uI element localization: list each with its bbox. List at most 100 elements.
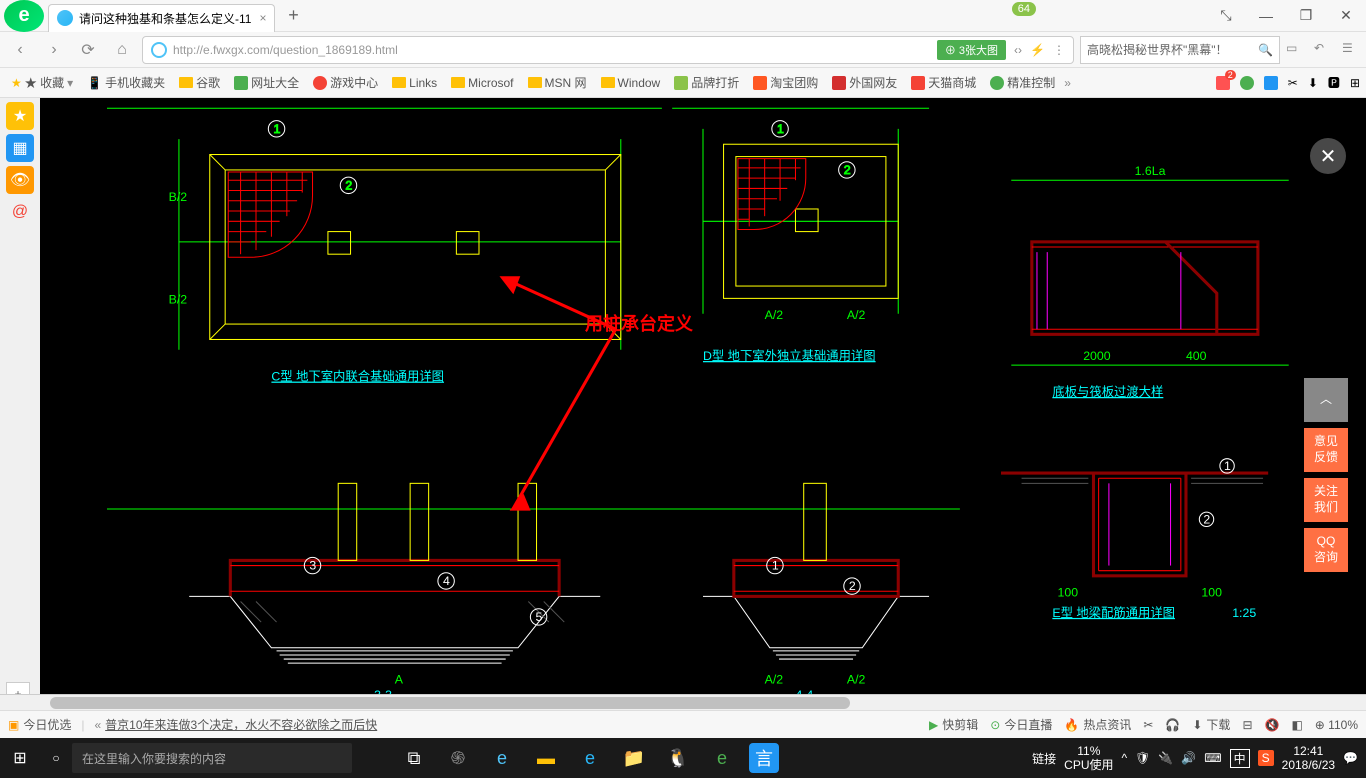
- app-swirl-icon[interactable]: ֍: [436, 738, 480, 778]
- browser-tab[interactable]: 请问这种独基和条基怎么定义-11 ×: [48, 4, 275, 32]
- scroll-thumb[interactable]: [50, 697, 850, 709]
- status-live[interactable]: ⊙今日直播: [990, 716, 1052, 733]
- image-count-button[interactable]: ⊕ 3张大图: [937, 40, 1006, 60]
- search-input[interactable]: 高晓松揭秘世界杯"黑幕"！ 🔍: [1080, 36, 1280, 64]
- app-gjb-icon[interactable]: 言: [749, 743, 779, 773]
- reload-button[interactable]: ⟳: [74, 36, 102, 64]
- svg-text:2000: 2000: [1083, 349, 1111, 363]
- window-maximize-icon[interactable]: ❐: [1286, 0, 1326, 32]
- bookmark-msn[interactable]: MSN 网: [523, 72, 592, 93]
- taskview-icon[interactable]: ⧉: [392, 738, 436, 778]
- bookmark-games[interactable]: 游戏中心: [308, 72, 383, 93]
- status-zoom[interactable]: ⊕ 110%: [1315, 718, 1358, 732]
- home-button[interactable]: ⌂: [108, 36, 136, 64]
- share-icon[interactable]: ‹›: [1014, 43, 1022, 57]
- svg-text:4: 4: [443, 574, 450, 588]
- dock-at-icon[interactable]: @: [6, 198, 34, 226]
- app-qq-icon[interactable]: 🐧: [656, 738, 700, 778]
- tab-close-icon[interactable]: ×: [259, 11, 266, 25]
- dock-weibo-icon[interactable]: 👁: [6, 166, 34, 194]
- close-overlay-button[interactable]: ✕: [1310, 138, 1346, 174]
- ext-cut-icon[interactable]: ✂: [1288, 76, 1298, 90]
- ext-px-icon[interactable]: 🅿: [1328, 74, 1340, 91]
- bookmark-sites[interactable]: 网址大全: [229, 72, 304, 93]
- ext-money-icon[interactable]: [1240, 76, 1254, 90]
- app-explorer-icon[interactable]: 📁: [612, 738, 656, 778]
- tray-clock[interactable]: 12:412018/6/23: [1282, 744, 1335, 773]
- bookmark-mobile[interactable]: 📱手机收藏夹: [82, 72, 170, 93]
- taskbar-search[interactable]: 在这里输入你要搜索的内容: [72, 743, 352, 773]
- app-ie-icon[interactable]: e: [568, 738, 612, 778]
- flash-icon[interactable]: ⚡: [1030, 43, 1045, 57]
- window-close-icon[interactable]: ✕: [1326, 0, 1366, 32]
- tray-cpu[interactable]: 11%CPU使用: [1064, 744, 1113, 773]
- bookmark-tmall[interactable]: 天猫商城: [906, 72, 981, 93]
- tray-volume-icon[interactable]: 🔊: [1181, 751, 1196, 765]
- svg-text:100: 100: [1058, 585, 1079, 599]
- app-folder-icon[interactable]: ▬: [524, 738, 568, 778]
- status-mute-icon[interactable]: 🔇: [1265, 718, 1280, 732]
- status-headphone-icon[interactable]: 🎧: [1165, 718, 1180, 732]
- status-pip-icon[interactable]: ⊟: [1242, 718, 1252, 732]
- app-360-icon[interactable]: e: [700, 738, 744, 778]
- new-tab-button[interactable]: +: [279, 2, 307, 30]
- url-text: http://e.fwxgx.com/question_1869189.html: [173, 43, 937, 57]
- forward-button[interactable]: ›: [40, 36, 68, 64]
- status-download[interactable]: ⬇下载: [1192, 716, 1230, 733]
- bookmark-window[interactable]: Window: [596, 74, 666, 92]
- bookmark-precise[interactable]: 精准控制: [985, 72, 1060, 93]
- tray-ime[interactable]: 中: [1230, 749, 1250, 768]
- cad-viewport[interactable]: 1 2 B/2 B/2 C型 地下室内联合基础通用详图: [40, 98, 1366, 694]
- svg-text:1: 1: [273, 122, 280, 136]
- back-button[interactable]: ‹: [6, 36, 34, 64]
- tray-power-icon[interactable]: 🔌: [1158, 751, 1173, 765]
- dock-star-icon[interactable]: ★: [6, 102, 34, 130]
- qq-button[interactable]: QQ 咨询: [1304, 528, 1348, 572]
- ext-blue-icon[interactable]: [1264, 76, 1278, 90]
- menu-icon[interactable]: ☰: [1342, 41, 1360, 59]
- ext-grid-icon[interactable]: ⊞: [1350, 76, 1360, 90]
- tray-shield-icon[interactable]: 🛡: [1135, 751, 1150, 765]
- bookmark-google[interactable]: 谷歌: [174, 72, 225, 93]
- window-restore-icon[interactable]: ⤡: [1206, 0, 1246, 32]
- status-hot[interactable]: 🔥热点资讯: [1064, 716, 1131, 733]
- window-minimize-icon[interactable]: —: [1246, 0, 1286, 32]
- tray-link[interactable]: 链接: [1032, 750, 1056, 767]
- bookmark-foreign[interactable]: 外国网友: [827, 72, 902, 93]
- cortana-icon[interactable]: ○: [40, 738, 72, 778]
- more-icon[interactable]: ⋮: [1053, 43, 1065, 57]
- status-app-icon[interactable]: ◧: [1291, 718, 1302, 732]
- bookmark-microsof[interactable]: Microsof: [446, 74, 518, 92]
- status-sniff-icon[interactable]: ✂: [1143, 718, 1153, 732]
- tray-sogou-icon[interactable]: S: [1258, 750, 1274, 766]
- feedback-button[interactable]: 意见 反馈: [1304, 428, 1348, 472]
- tray-up-icon[interactable]: ^: [1122, 751, 1128, 765]
- bookmark-taobao[interactable]: 淘宝团购: [748, 72, 823, 93]
- scroll-top-button[interactable]: ︿: [1304, 378, 1348, 422]
- bookmark-overflow[interactable]: »: [1064, 76, 1071, 90]
- status-today[interactable]: ▣今日优选: [8, 716, 71, 733]
- dock-news-icon[interactable]: ▦: [6, 134, 34, 162]
- extension-icon[interactable]: ▭: [1286, 41, 1304, 59]
- horizontal-scrollbar[interactable]: [0, 694, 1366, 710]
- title-f: 底板与筏板过渡大样: [1052, 384, 1163, 399]
- start-button[interactable]: ⊞: [0, 738, 40, 778]
- url-input[interactable]: http://e.fwxgx.com/question_1869189.html…: [142, 36, 1074, 64]
- follow-button[interactable]: 关注 我们: [1304, 478, 1348, 522]
- tray-keyboard-icon[interactable]: ⌨: [1204, 751, 1221, 765]
- svg-text:A/2: A/2: [765, 308, 784, 322]
- svg-text:400: 400: [1186, 349, 1207, 363]
- ext-pdd-icon[interactable]: 2: [1216, 76, 1230, 90]
- app-edge-icon[interactable]: e: [480, 738, 524, 778]
- status-clip[interactable]: ▶快剪辑: [929, 716, 978, 733]
- bookmark-star[interactable]: ★★ 收藏▾: [6, 72, 78, 93]
- undo-icon[interactable]: ↶: [1314, 41, 1332, 59]
- status-news[interactable]: «普京10年来连做3个决定，水火不容必欲除之而后快: [94, 716, 377, 733]
- bookmark-brand[interactable]: 品牌打折: [669, 72, 744, 93]
- browser-logo[interactable]: e: [4, 0, 44, 32]
- search-icon[interactable]: 🔍: [1258, 43, 1273, 57]
- ext-dl-icon[interactable]: ⬇: [1308, 76, 1318, 90]
- notification-badge[interactable]: 64: [1012, 2, 1036, 16]
- tray-notification-icon[interactable]: 💬: [1343, 751, 1358, 765]
- bookmark-links[interactable]: Links: [387, 74, 442, 92]
